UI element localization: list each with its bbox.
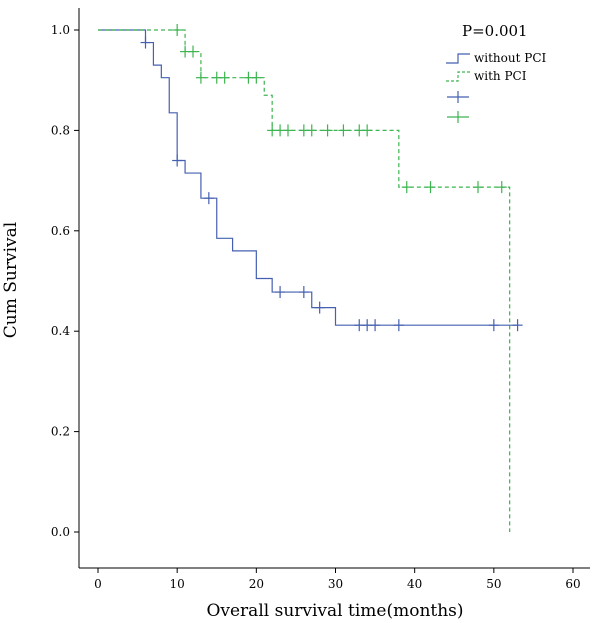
- censor-mark: [203, 192, 214, 205]
- y-tick-label: 0.2: [51, 425, 70, 439]
- y-axis-title: Cum Survival: [1, 222, 21, 338]
- y-tick-label: 0.8: [51, 123, 70, 137]
- censor-mark: [219, 71, 230, 84]
- censor-mark: [338, 124, 349, 137]
- x-tick-label: 20: [249, 577, 264, 591]
- censor-mark: [393, 319, 404, 332]
- x-tick-label: 50: [486, 577, 501, 591]
- legend-label: without PCI: [474, 51, 547, 65]
- censor-mark: [140, 36, 151, 49]
- y-tick-label: 0.4: [51, 324, 70, 338]
- x-tick-label: 10: [170, 577, 185, 591]
- censor-mark: [306, 124, 317, 137]
- legend-item: without PCI: [446, 51, 547, 65]
- censor-mark: [275, 286, 286, 299]
- censor-mark: [195, 71, 206, 84]
- censor-mark: [251, 71, 262, 84]
- x-tick-label: 40: [407, 577, 422, 591]
- censor-mark: [172, 154, 183, 167]
- y-tick-label: 1.0: [51, 23, 70, 37]
- p-value-annotation: P=0.001: [462, 22, 528, 40]
- x-tick-label: 30: [328, 577, 343, 591]
- censor-mark: [370, 319, 381, 332]
- censor-mark: [362, 124, 373, 137]
- series-line-with-pci: [98, 29, 511, 532]
- legend-item: [447, 91, 469, 103]
- legend-label: with PCI: [474, 69, 527, 83]
- legend: P=0.001 without PCI with PCI: [446, 22, 547, 123]
- y-tick-label: 0.6: [51, 224, 70, 238]
- axes: [78, 8, 590, 569]
- censor-mark: [496, 181, 507, 194]
- censor-mark: [473, 181, 483, 194]
- legend-item: with PCI: [446, 69, 527, 83]
- censor-mark: [298, 286, 309, 299]
- y-tick-label: 0.0: [51, 525, 70, 539]
- censor-mark: [488, 319, 499, 332]
- censor-mark: [188, 45, 198, 58]
- censor-mark: [314, 301, 325, 314]
- censor-mark: [425, 181, 436, 194]
- series-layer: [98, 24, 523, 532]
- censor-mark: [283, 124, 293, 137]
- censor-mark: [322, 124, 333, 137]
- censor-mark: [401, 181, 412, 194]
- censor-mark: [172, 24, 183, 36]
- x-tick-label: 0: [94, 577, 102, 591]
- axis-ticks: 0 10 20 30 40 50 60 0.0 0.2 0.4 0.6 0.8 1.0: [51, 23, 581, 591]
- x-axis-title: Overall survival time(months): [206, 601, 463, 621]
- x-tick-label: 60: [565, 577, 580, 591]
- series-line-without-pci: [98, 29, 518, 326]
- legend-item: [447, 111, 469, 123]
- censor-mark: [512, 319, 523, 332]
